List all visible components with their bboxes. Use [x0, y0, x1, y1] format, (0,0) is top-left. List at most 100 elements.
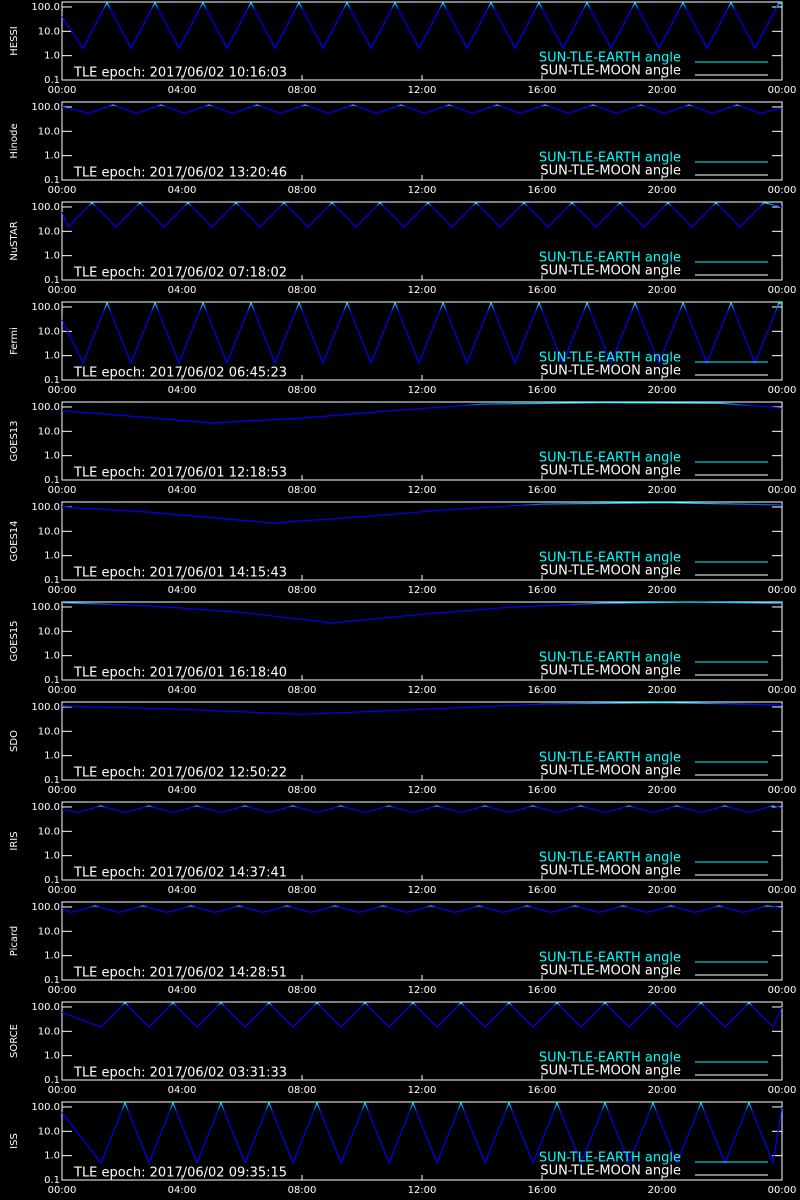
line — [61, 1101, 783, 1166]
legend-label: SUN-TLE-EARTH angle — [539, 651, 681, 666]
y-tick-label: 100.0 — [31, 402, 60, 413]
y-tick-label: 100.0 — [31, 702, 60, 713]
x-tick-label: 04:00 — [168, 385, 197, 396]
y-tick-label: 1.0 — [44, 1151, 60, 1162]
x-tick-label: 00:00 — [48, 485, 77, 496]
y-tick-label: 1.0 — [44, 1051, 60, 1062]
x-tick-label: 04:00 — [168, 885, 197, 896]
y-tick-label: 100.0 — [31, 2, 60, 13]
y-tick-label: 100.0 — [31, 1102, 60, 1113]
x-tick-label: 00:00 — [48, 185, 77, 196]
legend-label: SUN-TLE-EARTH angle — [539, 1151, 681, 1166]
legend-label: SUN-TLE-EARTH angle — [539, 1051, 681, 1066]
y-tick-label: 100.0 — [31, 1002, 60, 1013]
y-axis-label: SORCE — [9, 1024, 20, 1058]
legend-label: SUN-TLE-EARTH angle — [539, 751, 681, 766]
line — [61, 502, 783, 524]
legend-label: SUN-TLE-MOON angle — [540, 1064, 681, 1079]
x-tick-label: 16:00 — [528, 585, 557, 596]
y-axis-label: IRIS — [9, 831, 20, 850]
legend-label: SUN-TLE-MOON angle — [540, 864, 681, 879]
x-tick-label: 12:00 — [408, 185, 437, 196]
line — [61, 301, 783, 365]
annotation: TLE epoch: 2017/06/02 06:45:23 — [73, 366, 287, 381]
x-tick-label: 16:00 — [528, 485, 557, 496]
x-tick-label: 20:00 — [648, 185, 677, 196]
y-tick-label: 1.0 — [44, 651, 60, 662]
x-tick-label: 16:00 — [528, 285, 557, 296]
y-tick-label: 100.0 — [31, 802, 60, 813]
line — [61, 702, 783, 715]
x-tick-label: 20:00 — [648, 685, 677, 696]
y-tick-label: 1.0 — [44, 951, 60, 962]
annotation: TLE epoch: 2017/06/02 12:50:22 — [73, 766, 287, 781]
x-tick-label: 08:00 — [288, 385, 317, 396]
x-tick-label: 12:00 — [408, 785, 437, 796]
x-tick-label: 20:00 — [648, 985, 677, 996]
y-tick-label: 0.1 — [44, 175, 60, 186]
x-tick-label: 04:00 — [168, 685, 197, 696]
line — [61, 905, 783, 914]
x-tick-label: 20:00 — [648, 1085, 677, 1096]
y-tick-label: 10.0 — [38, 1126, 60, 1137]
x-tick-label: 00:00 — [48, 1185, 77, 1196]
y-tick-label: 100.0 — [31, 102, 60, 113]
x-tick-label: 00:00 — [768, 785, 797, 796]
y-axis-label: HESSI — [9, 26, 20, 55]
y-tick-label: 1.0 — [44, 51, 60, 62]
x-tick-label: 00:00 — [768, 185, 797, 196]
y-tick-label: 10.0 — [38, 426, 60, 437]
legend-label: SUN-TLE-MOON angle — [540, 964, 681, 979]
x-tick-label: 08:00 — [288, 1085, 317, 1096]
panel: 0.1 1.0 10.0 100.0 00:00 04:00 08:00 12:00 16:00… — [9, 1101, 797, 1196]
x-tick-label: 20:00 — [648, 85, 677, 96]
x-tick-label: 16:00 — [528, 685, 557, 696]
x-tick-label: 00:00 — [48, 285, 77, 296]
x-tick-label: 04:00 — [168, 485, 197, 496]
x-tick-label: 16:00 — [528, 385, 557, 396]
annotation: TLE epoch: 2017/06/02 09:35:15 — [73, 1166, 287, 1181]
y-axis-label: GOES14 — [9, 520, 20, 561]
x-tick-label: 04:00 — [168, 985, 197, 996]
x-tick-label: 00:00 — [768, 1185, 797, 1196]
y-axis-label: ISS — [9, 1133, 20, 1149]
x-tick-label: 00:00 — [48, 985, 77, 996]
line — [61, 1001, 783, 1029]
x-tick-label: 04:00 — [168, 285, 197, 296]
y-tick-label: 1.0 — [44, 151, 60, 162]
panel: 0.1 1.0 10.0 100.0 00:00 04:00 08:00 12:00 16:00… — [9, 1001, 796, 1096]
line — [61, 1, 783, 50]
panel: 0.1 1.0 10.0 100.0 00:00 04:00 08:00 12:00 16:00… — [9, 201, 796, 296]
x-tick-label: 04:00 — [168, 785, 197, 796]
y-tick-label: 10.0 — [38, 326, 60, 337]
y-tick-label: 10.0 — [38, 526, 60, 537]
x-tick-label: 16:00 — [528, 1185, 557, 1196]
panel: 0.1 1.0 10.0 100.0 00:00 04:00 08:00 12:00 16:00… — [9, 601, 796, 696]
x-tick-label: 16:00 — [528, 185, 557, 196]
y-tick-label: 10.0 — [38, 1026, 60, 1037]
legend-label: SUN-TLE-MOON angle — [540, 464, 681, 479]
x-tick-label: 00:00 — [768, 485, 797, 496]
y-tick-label: 10.0 — [38, 926, 60, 937]
x-tick-label: 12:00 — [408, 385, 437, 396]
x-tick-label: 04:00 — [168, 1185, 197, 1196]
x-tick-label: 16:00 — [528, 785, 557, 796]
annotation: TLE epoch: 2017/06/02 10:16:03 — [73, 66, 287, 81]
legend-label: SUN-TLE-MOON angle — [540, 264, 681, 279]
panel: 0.1 1.0 10.0 100.0 00:00 04:00 08:00 12:00 16:00… — [9, 901, 796, 996]
x-tick-label: 08:00 — [288, 685, 317, 696]
x-tick-label: 12:00 — [408, 585, 437, 596]
y-tick-label: 10.0 — [38, 626, 60, 637]
x-tick-label: 04:00 — [168, 585, 197, 596]
y-tick-label: 1.0 — [44, 451, 60, 462]
annotation: TLE epoch: 2017/06/01 16:18:40 — [73, 666, 287, 681]
y-tick-label: 100.0 — [31, 602, 60, 613]
x-tick-label: 12:00 — [408, 1185, 437, 1196]
x-tick-label: 00:00 — [768, 585, 797, 596]
x-tick-label: 20:00 — [648, 785, 677, 796]
panel: 0.1 1.0 10.0 100.0 00:00 04:00 08:00 12:00 16:00… — [9, 401, 797, 496]
line — [61, 601, 783, 624]
legend-label: SUN-TLE-EARTH angle — [539, 851, 681, 866]
x-tick-label: 04:00 — [168, 1085, 197, 1096]
